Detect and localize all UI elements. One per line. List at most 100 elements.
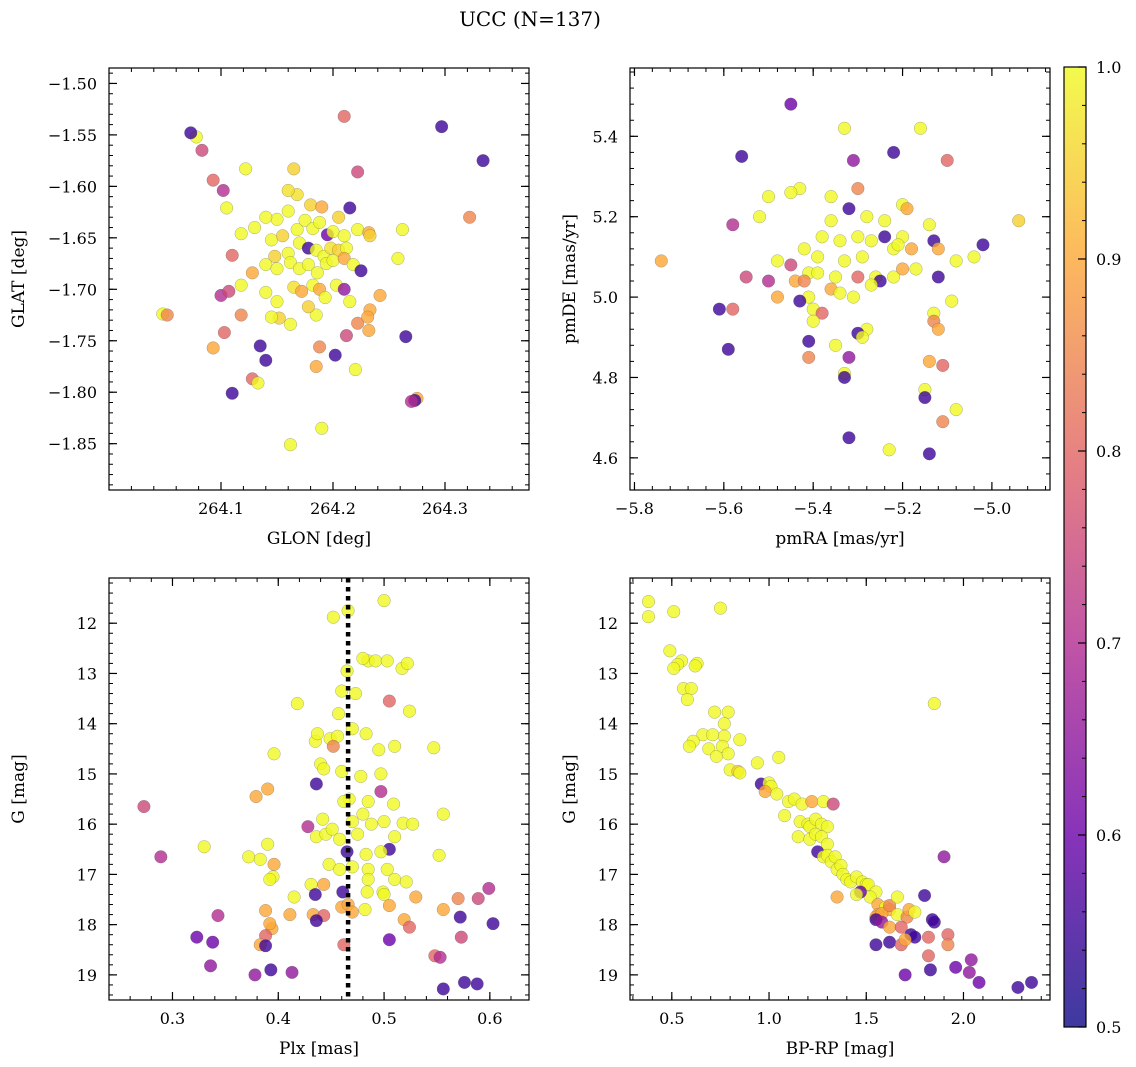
data-point bbox=[931, 270, 945, 284]
x-tick-label: 0.6 bbox=[477, 1009, 502, 1028]
x-tick-label: 0.4 bbox=[266, 1009, 291, 1028]
data-point bbox=[815, 306, 829, 320]
data-point bbox=[326, 610, 340, 624]
data-point bbox=[900, 202, 914, 216]
data-point bbox=[855, 330, 869, 344]
data-point bbox=[349, 687, 363, 701]
data-point bbox=[351, 827, 365, 841]
data-point bbox=[251, 376, 265, 390]
data-point bbox=[395, 223, 409, 237]
data-point bbox=[298, 213, 312, 227]
data-point bbox=[313, 340, 327, 354]
data-point bbox=[891, 238, 905, 252]
data-point bbox=[846, 290, 860, 304]
y-axis-label: GLAT [deg] bbox=[9, 230, 29, 328]
colorbar-tick-label: 0.7 bbox=[1096, 634, 1121, 653]
x-axis-label: BP-RP [mag] bbox=[786, 1039, 895, 1059]
data-point bbox=[264, 963, 278, 977]
data-point bbox=[829, 270, 843, 284]
data-point bbox=[332, 707, 346, 721]
data-point bbox=[328, 348, 342, 362]
data-point bbox=[281, 204, 295, 218]
panels-group: 264.1 264.2 264.3 −1.50 −1.55 −1.60 −1.65 −1.70… bbox=[9, 67, 1051, 1059]
data-point bbox=[733, 733, 747, 747]
data-point bbox=[351, 223, 365, 237]
data-point bbox=[923, 963, 937, 977]
data-point bbox=[362, 323, 376, 337]
data-point bbox=[267, 747, 281, 761]
data-point bbox=[259, 904, 273, 918]
data-point bbox=[1012, 214, 1026, 228]
data-point bbox=[688, 659, 702, 673]
data-point bbox=[851, 182, 865, 196]
data-point bbox=[837, 254, 851, 268]
data-point bbox=[680, 693, 694, 707]
data-point bbox=[921, 949, 935, 963]
x-tick-label: 1.0 bbox=[756, 1009, 781, 1028]
data-point bbox=[471, 892, 485, 906]
data-point bbox=[811, 266, 825, 280]
data-point bbox=[864, 234, 878, 248]
data-point bbox=[802, 350, 816, 364]
data-point bbox=[374, 767, 388, 781]
data-point bbox=[287, 162, 301, 176]
data-point bbox=[359, 727, 373, 741]
y-tick-label: −1.85 bbox=[48, 435, 97, 454]
colorbar-fill bbox=[1064, 67, 1086, 1027]
data-point bbox=[259, 939, 273, 953]
data-point bbox=[337, 109, 351, 123]
data-point bbox=[315, 200, 329, 214]
data-point bbox=[482, 881, 496, 895]
data-point bbox=[404, 394, 418, 408]
data-point bbox=[245, 266, 259, 280]
data-point bbox=[851, 270, 865, 284]
x-tick-label: −5.0 bbox=[972, 499, 1011, 518]
data-point bbox=[842, 350, 856, 364]
data-point bbox=[726, 218, 740, 232]
data-point bbox=[335, 684, 349, 698]
data-point bbox=[433, 950, 447, 964]
data-point bbox=[377, 594, 391, 608]
data-point bbox=[758, 785, 772, 799]
data-point bbox=[337, 229, 351, 243]
data-point bbox=[313, 215, 327, 229]
y-tick-label: −1.55 bbox=[48, 126, 97, 145]
data-point bbox=[784, 97, 798, 111]
data-point bbox=[667, 661, 681, 675]
data-point bbox=[846, 153, 860, 167]
data-point bbox=[281, 183, 295, 197]
x-axis-label: pmRA [mas/yr] bbox=[775, 529, 904, 549]
data-point bbox=[463, 210, 477, 224]
data-point bbox=[706, 728, 720, 742]
data-point bbox=[310, 266, 324, 280]
data-point bbox=[918, 889, 932, 903]
data-point bbox=[427, 741, 441, 755]
y-tick-label: −1.80 bbox=[48, 383, 97, 402]
data-point bbox=[842, 202, 856, 216]
data-point bbox=[824, 214, 838, 228]
data-point bbox=[259, 210, 273, 224]
data-point bbox=[369, 654, 383, 668]
data-point bbox=[270, 295, 284, 309]
data-point bbox=[343, 295, 357, 309]
data-point bbox=[921, 930, 935, 944]
data-point bbox=[753, 210, 767, 224]
data-point bbox=[388, 739, 402, 753]
y-tick-label: 17 bbox=[77, 865, 97, 884]
y-tick-label: 12 bbox=[598, 614, 618, 633]
data-point bbox=[225, 248, 239, 262]
data-point bbox=[972, 975, 986, 989]
data-point bbox=[931, 242, 945, 256]
data-point bbox=[770, 290, 784, 304]
data-point bbox=[304, 198, 318, 212]
data-point bbox=[206, 935, 220, 949]
data-point bbox=[476, 154, 490, 168]
data-point bbox=[641, 610, 655, 624]
data-point bbox=[259, 258, 273, 272]
data-point bbox=[325, 822, 339, 836]
data-point bbox=[778, 809, 792, 823]
y-tick-label: 19 bbox=[598, 966, 618, 985]
data-point bbox=[967, 250, 981, 264]
data-point bbox=[894, 920, 908, 934]
y-tick-label: 5.4 bbox=[593, 127, 618, 146]
